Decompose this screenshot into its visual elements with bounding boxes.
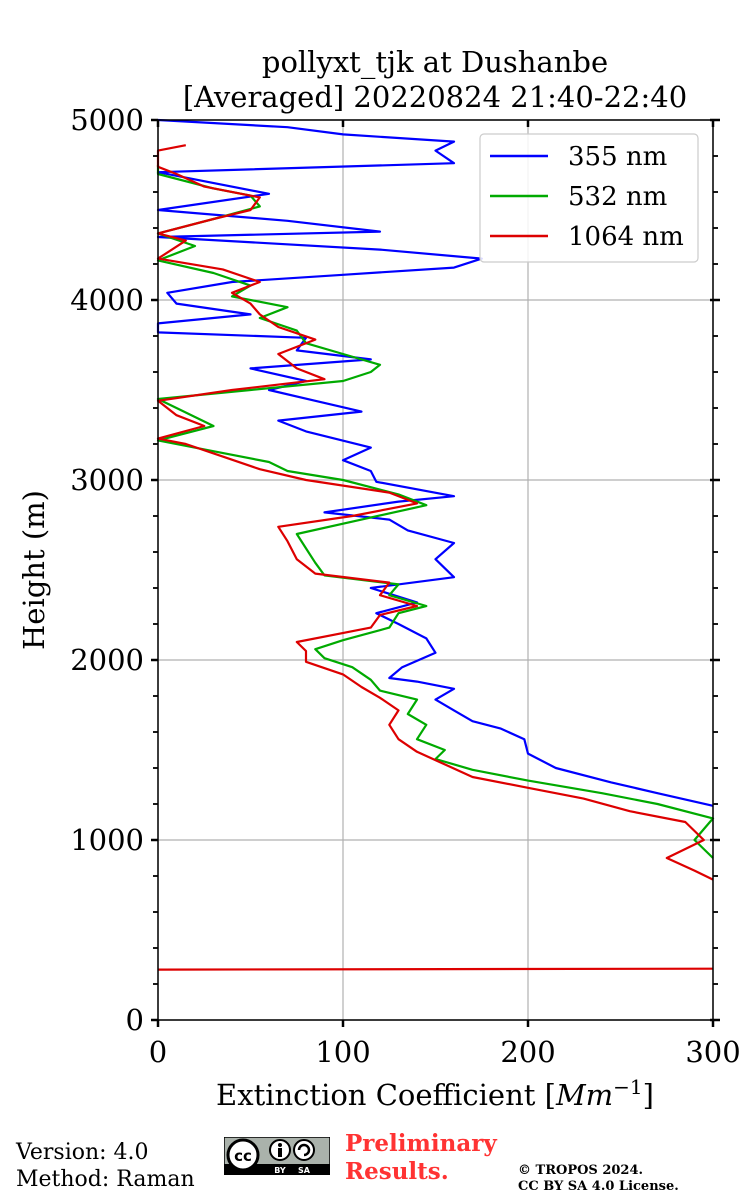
copyright-line-1: © TROPOS 2024. bbox=[518, 1163, 644, 1178]
legend-box bbox=[479, 133, 699, 263]
x-axis-label: Extinction Coefficient [Mm−1] bbox=[216, 1075, 654, 1112]
svg-text:BY: BY bbox=[274, 1166, 286, 1175]
legend-label: 355 nm bbox=[568, 142, 667, 172]
svg-text:cc: cc bbox=[234, 1147, 252, 1165]
legend-label: 532 nm bbox=[568, 182, 667, 212]
plot-area bbox=[156, 118, 715, 971]
x-tick-label: 0 bbox=[149, 1035, 167, 1069]
chart-subtitle: [Averaged] 20220824 21:40-22:40 bbox=[183, 80, 687, 114]
y-tick-label: 5000 bbox=[70, 103, 144, 137]
preliminary-line-1: Preliminary bbox=[345, 1130, 497, 1157]
series-line-segment-3 bbox=[157, 967, 714, 971]
y-tick-label: 0 bbox=[126, 1003, 144, 1037]
copyright-line-2: CC BY SA 4.0 License. bbox=[518, 1179, 679, 1194]
svg-text:SA: SA bbox=[298, 1166, 311, 1175]
legend: 355 nm 532 nm 1064 nm bbox=[479, 133, 699, 263]
axes-frame bbox=[157, 119, 714, 1021]
copyright-notice: © TROPOS 2024. CC BY SA 4.0 License. bbox=[518, 1163, 679, 1195]
y-tick-label: 3000 bbox=[70, 463, 144, 497]
series-line-355-nm bbox=[156, 118, 714, 807]
method-label: Method: Raman bbox=[16, 1167, 195, 1192]
y-axis-label: Height (m) bbox=[17, 490, 51, 650]
y-tick-label: 2000 bbox=[70, 643, 144, 677]
x-tick-label: 300 bbox=[685, 1035, 740, 1069]
y-tick-label: 1000 bbox=[70, 823, 144, 857]
series-line-532-nm bbox=[156, 165, 715, 859]
cc-by-sa-icon: cc BY SA bbox=[224, 1137, 330, 1175]
x-tick-label: 200 bbox=[500, 1035, 555, 1069]
series-line-1064-nm bbox=[156, 144, 714, 881]
chart-title: pollyxt_tjk at Dushanbe bbox=[262, 45, 608, 80]
preliminary-line-2: Results. bbox=[345, 1158, 449, 1185]
y-tick-label: 4000 bbox=[70, 283, 144, 317]
version-label: Version: 4.0 bbox=[16, 1140, 149, 1165]
legend-label: 1064 nm bbox=[568, 222, 684, 252]
x-tick-label: 100 bbox=[315, 1035, 370, 1069]
preliminary-notice: Preliminary Results. bbox=[345, 1130, 497, 1186]
